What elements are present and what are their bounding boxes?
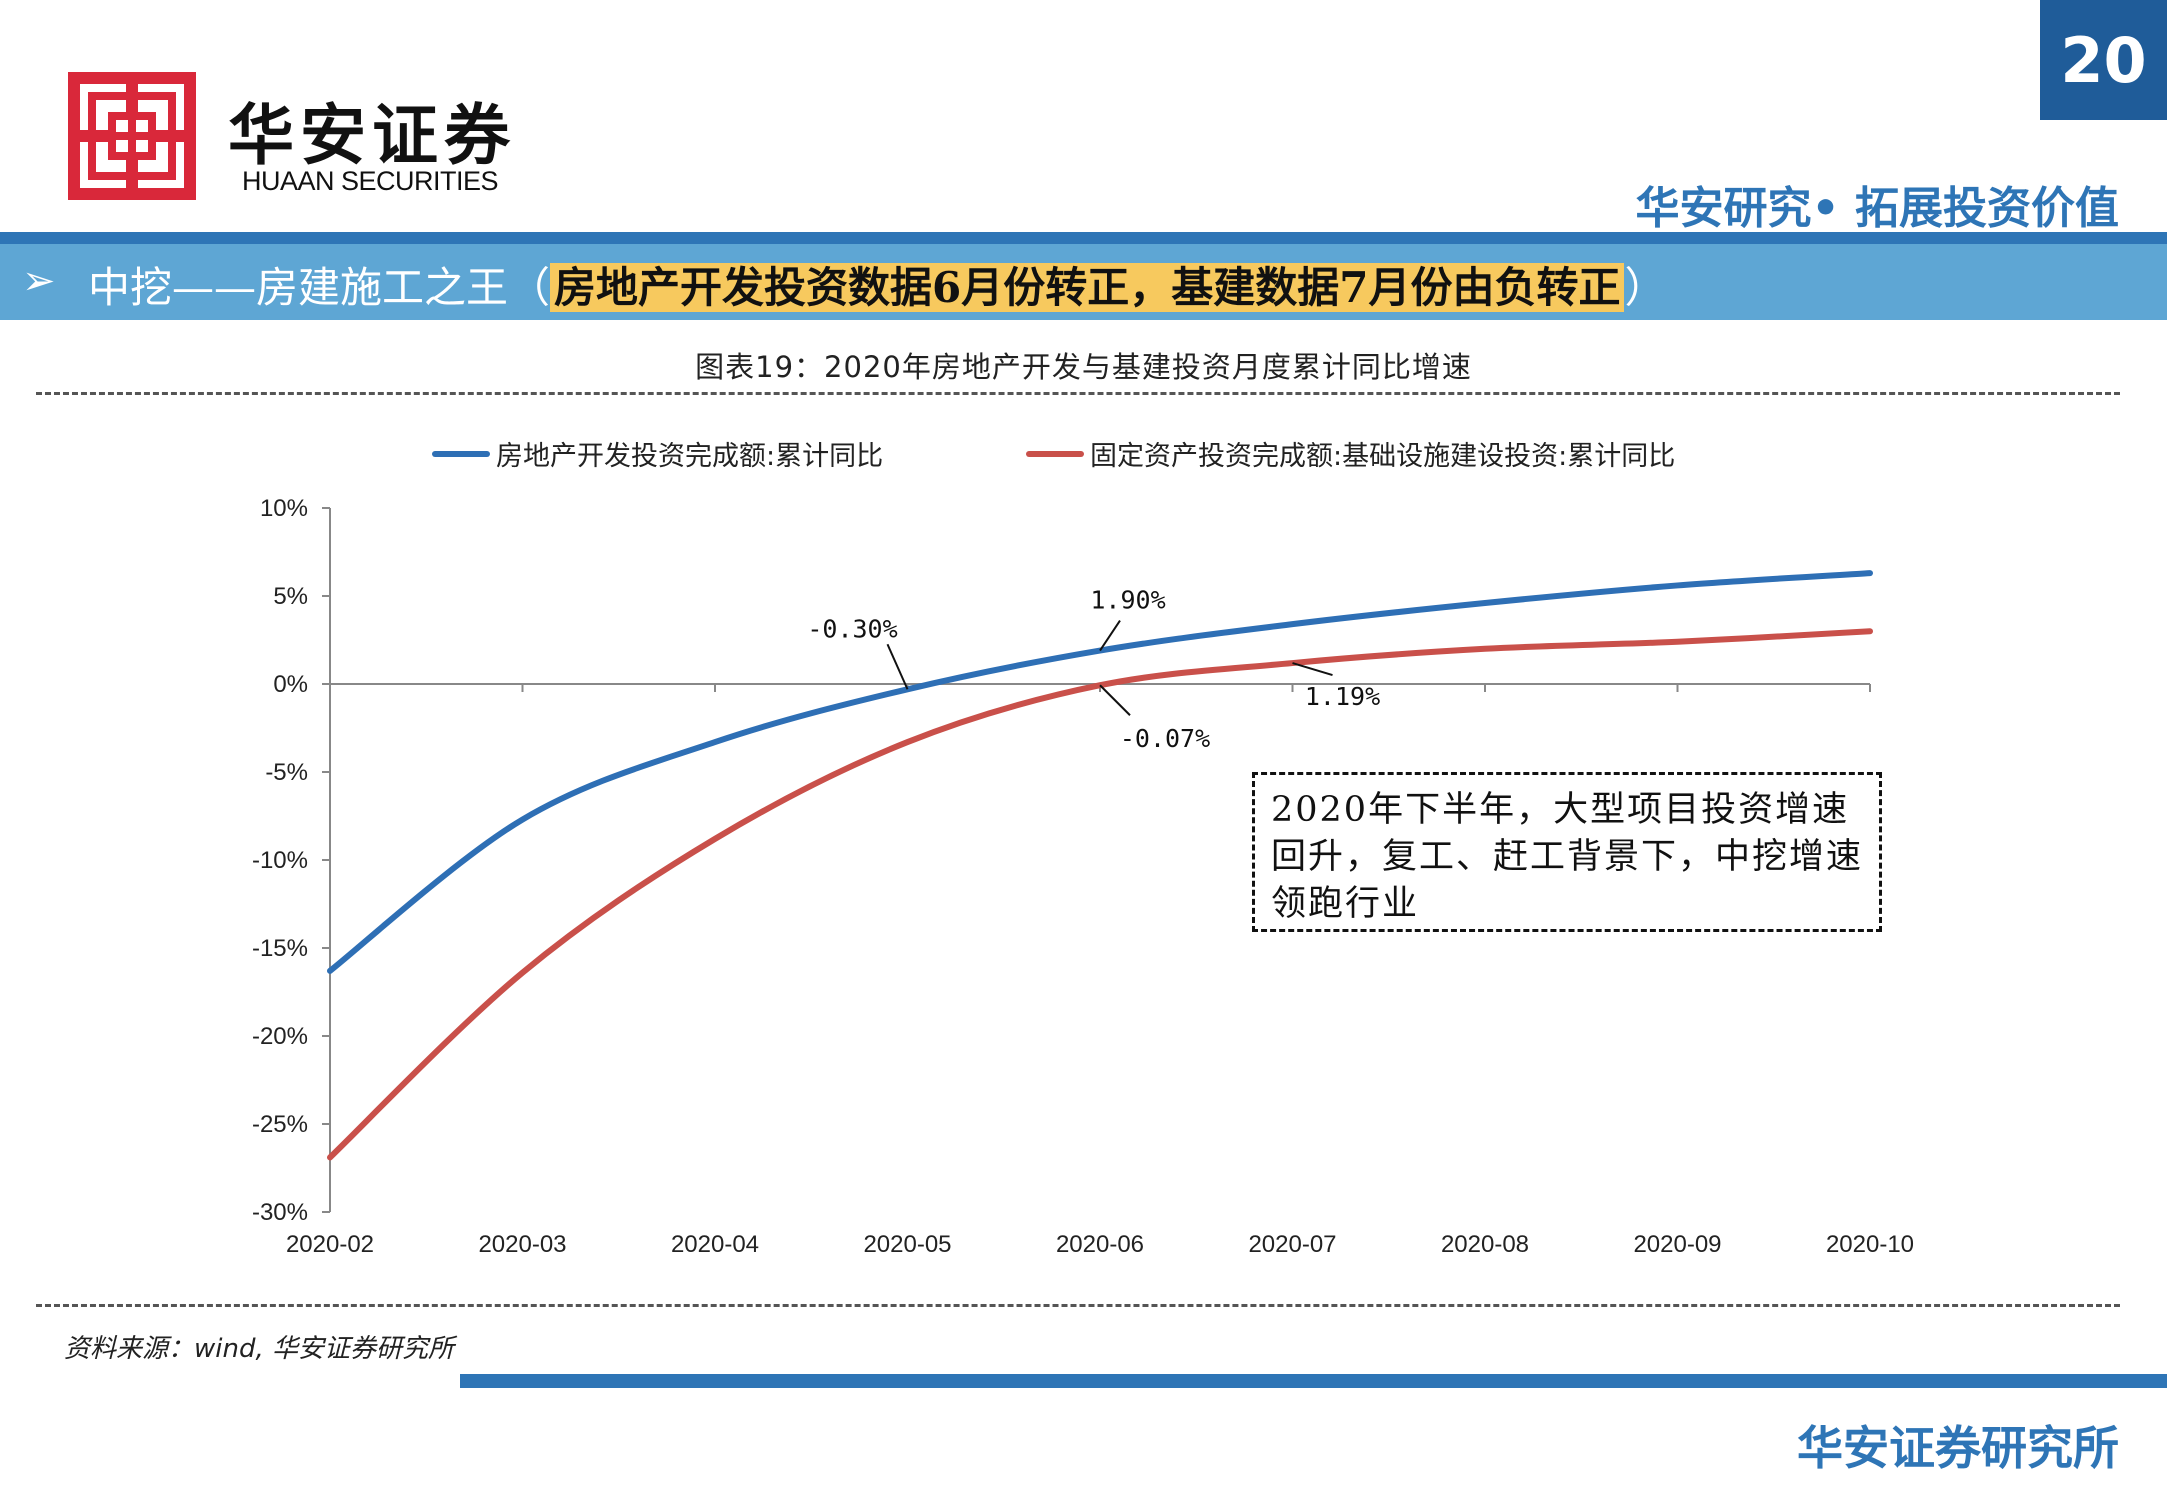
y-tick-label: -10% xyxy=(252,847,308,874)
annotation-leader xyxy=(1099,684,1131,716)
legend-item-real-estate: 房地产开发投资完成额:累计同比 xyxy=(432,434,883,473)
legend-item-infra: 固定资产投资完成额:基础设施建设投资:累计同比 xyxy=(1026,434,1675,473)
legend-label-infra: 固定资产投资完成额:基础设施建设投资:累计同比 xyxy=(1090,441,1676,472)
y-tick-label: -5% xyxy=(265,759,308,786)
top-divider xyxy=(0,232,2167,244)
section-title: 中挖——房建施工之王（房地产开发投资数据6月份转正，基建数据7月份由负转正） xyxy=(88,254,1666,315)
bullet-arrow-icon: ➢ xyxy=(22,258,56,304)
section-title-prefix: 中挖——房建施工之王（ xyxy=(88,263,551,312)
section-title-suffix: ） xyxy=(1624,263,1667,312)
y-tick-label: -25% xyxy=(252,1111,308,1138)
y-tick-label: 0% xyxy=(273,671,308,698)
huaan-logo-icon xyxy=(68,72,196,200)
y-tick-label: 5% xyxy=(273,583,308,610)
data-label: -0.30% xyxy=(807,614,897,643)
series-line-1 xyxy=(327,628,1873,1161)
legend-swatch-infra xyxy=(1026,450,1084,457)
page-number: 20 xyxy=(2040,0,2167,120)
annotation-leader xyxy=(1099,620,1121,652)
annotation-leader xyxy=(1292,662,1333,677)
legend-label-real-estate: 房地产开发投资完成额:累计同比 xyxy=(496,441,884,472)
x-tick-label: 2020-04 xyxy=(671,1231,759,1258)
bottom-divider xyxy=(460,1374,2167,1388)
footer-brand: 华安证券研究所 xyxy=(1797,1421,2119,1475)
x-tick-label: 2020-05 xyxy=(863,1231,951,1258)
logo-text-en: HUAAN SECURITIES xyxy=(242,166,499,196)
chart-legend: 房地产开发投资完成额:累计同比 固定资产投资完成额:基础设施建设投资:累计同比 xyxy=(0,434,2167,474)
x-tick-label: 2020-06 xyxy=(1056,1231,1144,1258)
logo-text-cn: 华安证券 xyxy=(228,96,516,174)
slogan: 华安研究• 拓展投资价值 xyxy=(1635,183,2119,234)
x-tick-label: 2020-10 xyxy=(1826,1231,1914,1258)
x-tick-label: 2020-02 xyxy=(286,1231,374,1258)
x-tick-label: 2020-07 xyxy=(1248,1231,1336,1258)
line-chart: 10% 5% 0% -5% -10% -15% -20% -25% -30% 2020-02 202… xyxy=(252,495,1914,1258)
legend-swatch-real-estate xyxy=(432,450,490,457)
source-note: 资料来源：wind, 华安证券研究所 xyxy=(64,1334,455,1364)
y-tick-label: 10% xyxy=(260,495,308,522)
section-title-band: ➢ 中挖——房建施工之王（房地产开发投资数据6月份转正，基建数据7月份由负转正） xyxy=(0,244,2167,320)
y-tick-label: -15% xyxy=(252,935,308,962)
chart-title: 图表19：2020年房地产开发与基建投资月度累计同比增速 xyxy=(695,350,1472,384)
annotation-leader xyxy=(886,643,909,690)
x-tick-label: 2020-03 xyxy=(478,1231,566,1258)
section-title-highlight: 房地产开发投资数据6月份转正，基建数据7月份由负转正 xyxy=(550,263,1625,312)
chart-top-divider xyxy=(36,392,2120,395)
callout-note: 2020年下半年，大型项目投资增速回升，复工、赶工背景下，中挖增速领跑行业 xyxy=(1252,772,1882,932)
y-tick-label: -20% xyxy=(252,1023,308,1050)
data-label: -0.07% xyxy=(1120,724,1210,753)
chart-bottom-divider xyxy=(36,1304,2120,1307)
data-label: 1.19% xyxy=(1305,682,1380,711)
series-line-0 xyxy=(327,570,1873,974)
y-tick-label: -30% xyxy=(252,1199,308,1226)
x-tick-label: 2020-09 xyxy=(1633,1231,1721,1258)
x-tick-label: 2020-08 xyxy=(1441,1231,1529,1258)
data-label: 1.90% xyxy=(1090,586,1165,615)
